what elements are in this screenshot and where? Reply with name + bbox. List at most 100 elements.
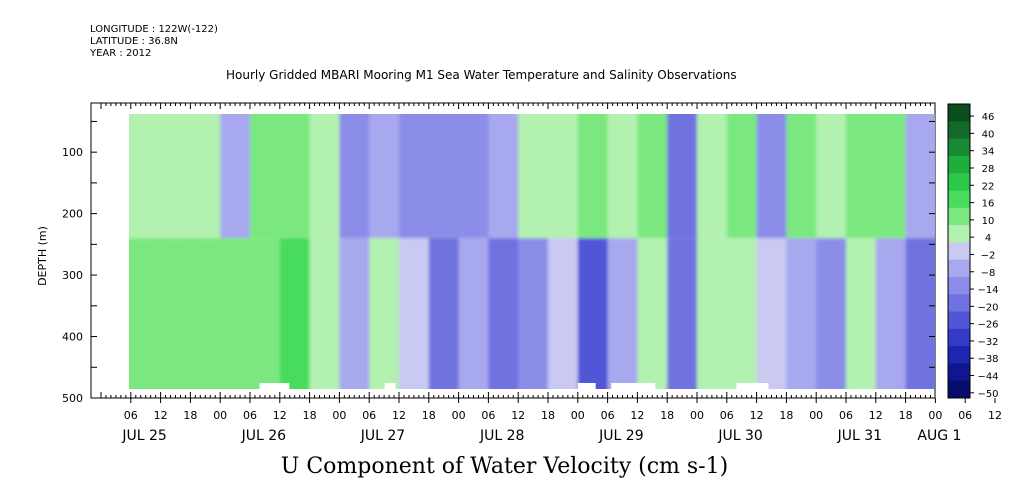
colorbar-label: 28 [982, 164, 995, 175]
velocity-cell-lower [369, 238, 400, 389]
hour-tick-label: 18 [541, 409, 555, 422]
velocity-cell-lower [339, 238, 371, 389]
colorbar-swatch [948, 311, 970, 330]
colorbar-label: −8 [981, 268, 996, 279]
hour-tick-label: 00 [452, 409, 466, 422]
velocity-cell-lower [637, 238, 669, 389]
velocity-cells [129, 114, 935, 389]
velocity-cell-lower [488, 238, 520, 389]
velocity-cell-lower [129, 238, 132, 389]
velocity-cell-lower [428, 238, 460, 389]
colorbar-label: 34 [982, 147, 995, 158]
hour-tick-label: 06 [362, 409, 376, 422]
colorbar-swatch [948, 121, 970, 140]
depth-tick-label: 300 [62, 269, 83, 282]
velocity-cell-upper [130, 114, 162, 239]
hour-tick-label: 06 [958, 409, 972, 422]
colorbar-swatch [948, 155, 970, 174]
hour-tick-label: 06 [124, 409, 138, 422]
velocity-cell-lower [786, 238, 818, 389]
colorbar-swatch [948, 138, 970, 157]
colorbar: 46 40 34 28 22 16 10 4 −2 −8 −14 −20 −26 −32 −38 −44 −50 [947, 103, 999, 400]
colorbar-swatch [948, 190, 970, 209]
hour-tick-label: 12 [511, 409, 525, 422]
year-label: YEAR : 2012 [90, 48, 152, 59]
hour-tick-label: 18 [183, 409, 197, 422]
hour-tick-label: 00 [690, 409, 704, 422]
hour-tick-label: 00 [213, 409, 227, 422]
velocity-cell-lower [846, 238, 877, 389]
velocity-cell-lower [279, 238, 311, 389]
velocity-cell-lower [577, 238, 609, 389]
hour-tick-label: 12 [154, 409, 168, 422]
hour-tick-label: 00 [332, 409, 346, 422]
velocity-cell-lower [548, 238, 579, 389]
colorbar-swatch [948, 207, 970, 226]
velocity-cell-upper [488, 114, 520, 239]
velocity-cell-upper [905, 114, 935, 239]
depth-tick-label: 100 [62, 146, 83, 159]
colorbar-swatch [948, 242, 970, 261]
hour-tick-label: 18 [660, 409, 674, 422]
colorbar-swatch [948, 225, 970, 243]
colorbar-frame [947, 103, 971, 399]
velocity-cell-lower [130, 238, 162, 389]
missing-data-gap [736, 383, 769, 389]
hour-tick-label: 06 [720, 409, 734, 422]
missing-data-gap [577, 383, 596, 389]
velocity-cell-upper [726, 114, 758, 239]
velocity-cell-upper [548, 114, 579, 239]
velocity-cell-upper [250, 114, 281, 239]
velocity-cell-lower [905, 238, 935, 389]
colorbar-swatch [948, 276, 970, 295]
hour-tick-label: 18 [779, 409, 793, 422]
hour-tick-label: 00 [571, 409, 585, 422]
longitude-label: LONGITUDE : 122W(-122) [90, 24, 218, 35]
velocity-cell-upper [637, 114, 669, 239]
velocity-cell-upper [697, 114, 728, 239]
colorbar-swatch [948, 380, 970, 399]
day-label: JUL 26 [241, 428, 287, 444]
velocity-cell-lower [816, 238, 847, 389]
velocity-cell-upper [607, 114, 639, 239]
velocity-cell-upper [846, 114, 877, 239]
velocity-cell-lower [726, 238, 758, 389]
colorbar-swatch [948, 259, 970, 278]
y-axis-label: DEPTH (m) [36, 226, 49, 286]
hour-tick-label: 18 [303, 409, 317, 422]
velocity-cell-upper [756, 114, 788, 239]
velocity-cell-lower [160, 238, 192, 389]
colorbar-label: 4 [985, 233, 991, 244]
velocity-field [129, 114, 935, 389]
hour-tick-label: 12 [273, 409, 287, 422]
colorbar-label: −38 [977, 354, 998, 365]
colorbar-label: 22 [982, 181, 995, 192]
hour-tick-label: 00 [809, 409, 823, 422]
hour-tick-label: 12 [392, 409, 406, 422]
day-label: JUL 25 [121, 428, 166, 444]
colorbar-swatch [948, 104, 970, 122]
day-label: JUL 31 [837, 428, 882, 444]
colorbar-label: 16 [982, 199, 995, 210]
latitude-label: LATITUDE : 36.8N [90, 36, 178, 47]
colorbar-label: −20 [977, 302, 998, 313]
chart-title: Hourly Gridded MBARI Mooring M1 Sea Wate… [226, 68, 737, 82]
velocity-cell-lower [190, 238, 222, 389]
colorbar-label: 10 [982, 216, 995, 227]
hour-tick-label: 12 [750, 409, 764, 422]
day-label: JUL 28 [479, 428, 524, 444]
velocity-cell-upper [309, 114, 341, 239]
colorbar-swatch [948, 173, 970, 191]
velocity-cell-lower [667, 238, 698, 389]
day-label: JUL 27 [360, 428, 405, 444]
colorbar-swatch [948, 363, 970, 382]
velocity-cell-upper [816, 114, 847, 239]
velocity-cell-upper [875, 114, 907, 239]
colorbar-swatch [948, 346, 970, 364]
colorbar-label: −2 [981, 250, 996, 261]
velocity-cell-lower [399, 238, 430, 389]
hour-tick-label: 12 [988, 409, 1002, 422]
hour-tick-label: 12 [630, 409, 644, 422]
missing-data-gap [384, 383, 396, 389]
